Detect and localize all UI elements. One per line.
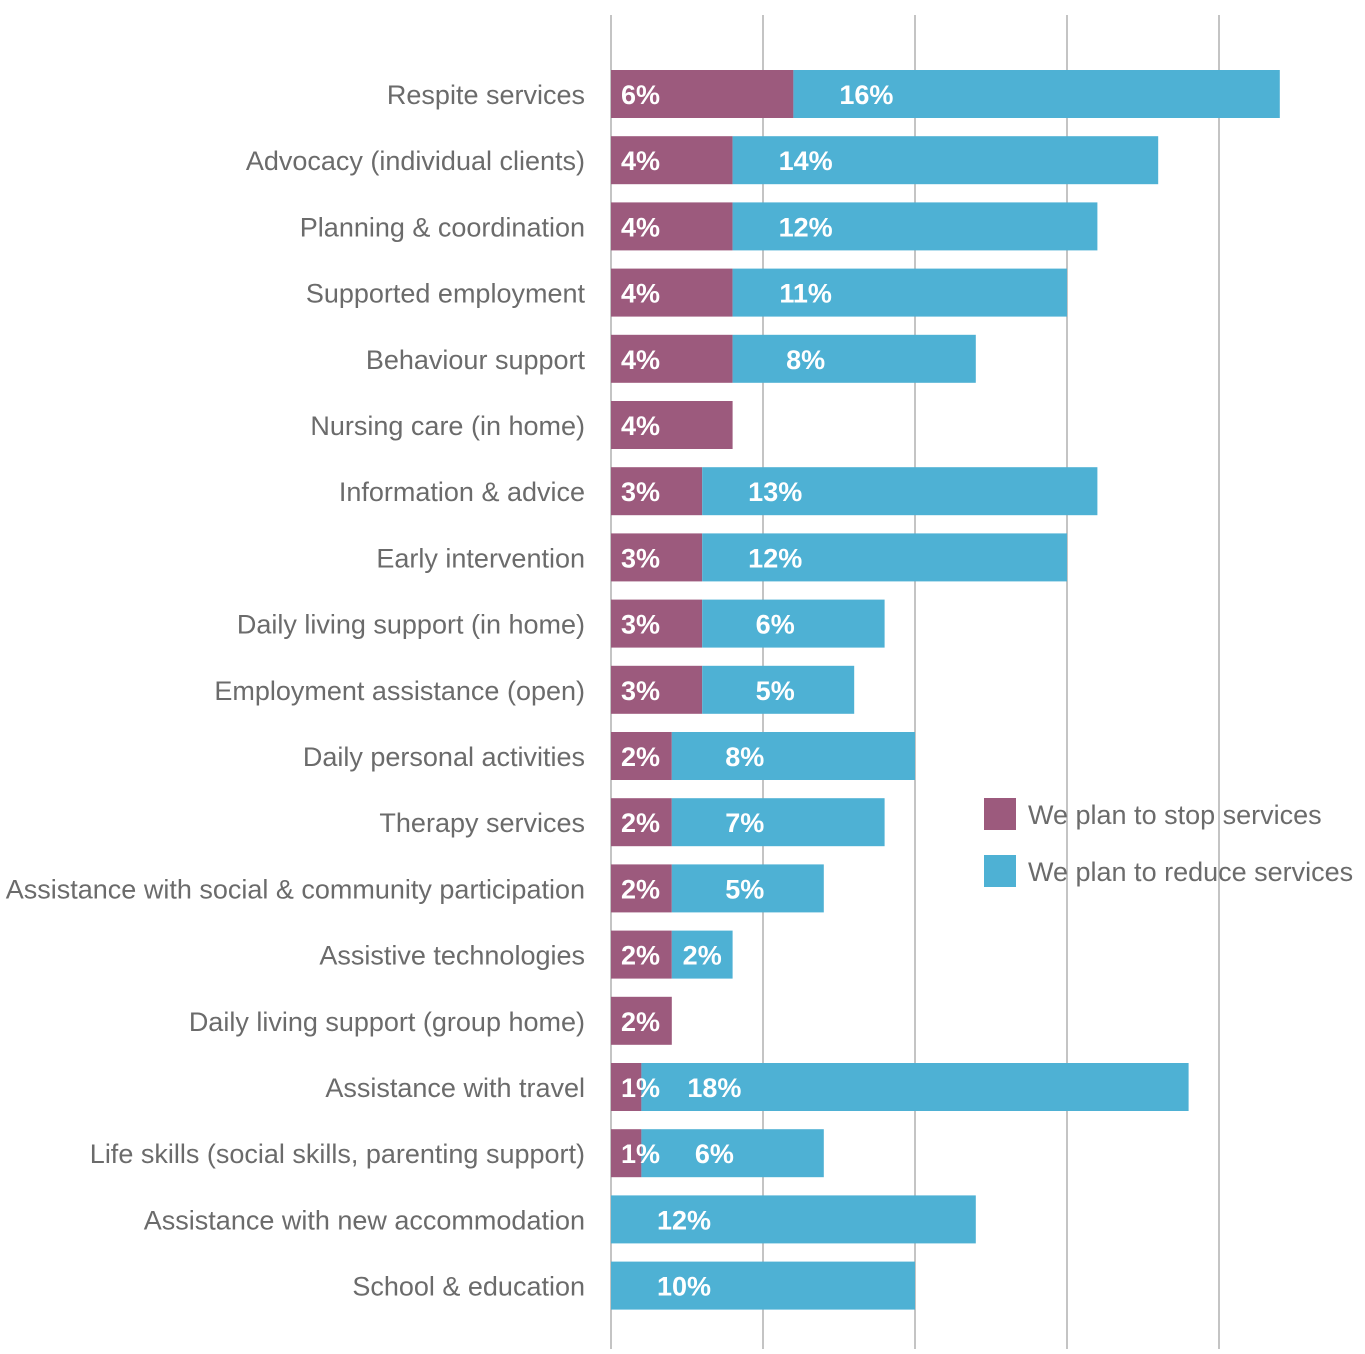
stop-services-value-label: 4%: [621, 146, 660, 176]
stop-services-bar: [611, 665, 703, 714]
stop-services-value-label: 1%: [621, 1073, 660, 1103]
category-label: Nursing care (in home): [310, 411, 585, 441]
reduce-services-bar: [641, 1129, 824, 1178]
reduce-services-value-label: 5%: [725, 874, 764, 904]
reduce-services-bar: [671, 798, 885, 847]
category-label: Daily living support (group home): [189, 1007, 585, 1037]
reduce-services-value-label: 12%: [748, 543, 802, 573]
stop-services-value-label: 4%: [621, 411, 660, 441]
legend-swatch: [984, 855, 1016, 887]
stop-services-value-label: 4%: [621, 345, 660, 375]
stop-services-bar: [611, 467, 703, 516]
reduce-services-value-label: 2%: [683, 941, 722, 971]
category-label: Daily living support (in home): [237, 610, 585, 640]
reduce-services-value-label: 13%: [748, 477, 802, 507]
category-label: Information & advice: [339, 477, 585, 507]
stop-services-bar: [611, 798, 672, 847]
reduce-services-value-label: 8%: [786, 345, 825, 375]
category-label: Assistance with social & community parti…: [6, 874, 585, 904]
reduce-services-value-label: 14%: [779, 146, 833, 176]
reduce-services-value-label: 12%: [779, 212, 833, 242]
legend: We plan to stop services We plan to reduc…: [984, 798, 1353, 887]
reduce-services-bar: [793, 70, 1280, 118]
category-label: School & education: [352, 1272, 585, 1302]
category-label: Advocacy (individual clients): [246, 146, 585, 176]
reduce-services-value-label: 10%: [657, 1272, 711, 1302]
reduce-services-value-label: 7%: [725, 808, 764, 838]
reduce-services-value-label: 8%: [725, 742, 764, 772]
category-label: Employment assistance (open): [214, 676, 585, 706]
reduce-services-value-label: 12%: [657, 1205, 711, 1235]
category-label: Behaviour support: [366, 345, 586, 375]
reduce-services-bar: [611, 1261, 915, 1310]
legend-label: We plan to stop services: [1028, 800, 1322, 830]
category-label: Daily personal activities: [303, 742, 585, 772]
reduce-services-bar: [702, 467, 1098, 516]
reduce-services-bar: [671, 864, 824, 913]
reduce-services-bar: [732, 136, 1159, 185]
stop-services-value-label: 3%: [621, 676, 660, 706]
stop-services-bar: [611, 401, 733, 449]
stop-services-value-label: 3%: [621, 543, 660, 573]
reduce-services-value-label: 5%: [756, 676, 795, 706]
reduce-services-bar: [702, 665, 855, 714]
stop-services-value-label: 2%: [621, 742, 660, 772]
stop-services-bar: [611, 1063, 642, 1111]
stop-services-value-label: 3%: [621, 477, 660, 507]
category-label: Assistance with travel: [325, 1073, 585, 1103]
category-label: Early intervention: [376, 543, 585, 573]
stop-services-value-label: 4%: [621, 212, 660, 242]
category-label: Life skills (social skills, parenting su…: [90, 1139, 585, 1169]
stop-services-bar: [611, 70, 794, 118]
legend-swatch: [984, 798, 1016, 830]
stop-services-value-label: 4%: [621, 279, 660, 309]
stop-services-bar: [611, 599, 703, 648]
reduce-services-value-label: 6%: [695, 1139, 734, 1169]
stop-services-value-label: 6%: [621, 80, 660, 110]
reduce-services-value-label: 16%: [839, 80, 893, 110]
stop-services-bar: [611, 1129, 642, 1178]
reduce-services-bar: [671, 930, 733, 979]
reduce-services-bar: [732, 268, 1067, 317]
stop-services-bar: [611, 334, 733, 383]
stop-services-bar: [611, 533, 703, 582]
category-label: Planning & coordination: [300, 212, 585, 242]
reduce-services-bar: [732, 202, 1098, 251]
category-labels: Respite services Advocacy (individual cli…: [6, 80, 586, 1302]
stop-services-value-label: 2%: [621, 808, 660, 838]
stop-services-bar: [611, 864, 672, 913]
reduce-services-value-label: 6%: [756, 610, 795, 640]
stop-services-value-label: 1%: [621, 1139, 660, 1169]
stop-services-value-label: 3%: [621, 610, 660, 640]
stop-services-value-label: 2%: [621, 941, 660, 971]
bars: [611, 70, 1280, 1310]
category-label: Respite services: [387, 80, 585, 110]
category-label: Assistance with new accommodation: [144, 1205, 585, 1235]
reduce-services-value-label: 18%: [687, 1073, 741, 1103]
stop-services-bar: [611, 930, 672, 979]
category-label: Assistive technologies: [319, 941, 585, 971]
stop-services-bar: [611, 732, 672, 780]
reduce-services-bar: [732, 334, 976, 383]
stop-services-value-label: 2%: [621, 874, 660, 904]
reduce-services-bar: [641, 1063, 1189, 1111]
legend-label: We plan to reduce services: [1028, 857, 1353, 887]
stop-services-bar: [611, 268, 733, 317]
stop-services-bar: [611, 202, 733, 251]
category-label: Therapy services: [379, 808, 585, 838]
reduce-services-bar: [671, 732, 915, 780]
reduce-services-bar: [702, 599, 885, 648]
stop-services-bar: [611, 996, 672, 1045]
category-label: Supported employment: [306, 279, 586, 309]
stop-services-value-label: 2%: [621, 1007, 660, 1037]
reduce-services-bar: [702, 533, 1067, 582]
reduce-services-bar: [611, 1195, 976, 1244]
reduce-services-value-label: 11%: [779, 279, 832, 309]
stop-services-bar: [611, 136, 733, 185]
